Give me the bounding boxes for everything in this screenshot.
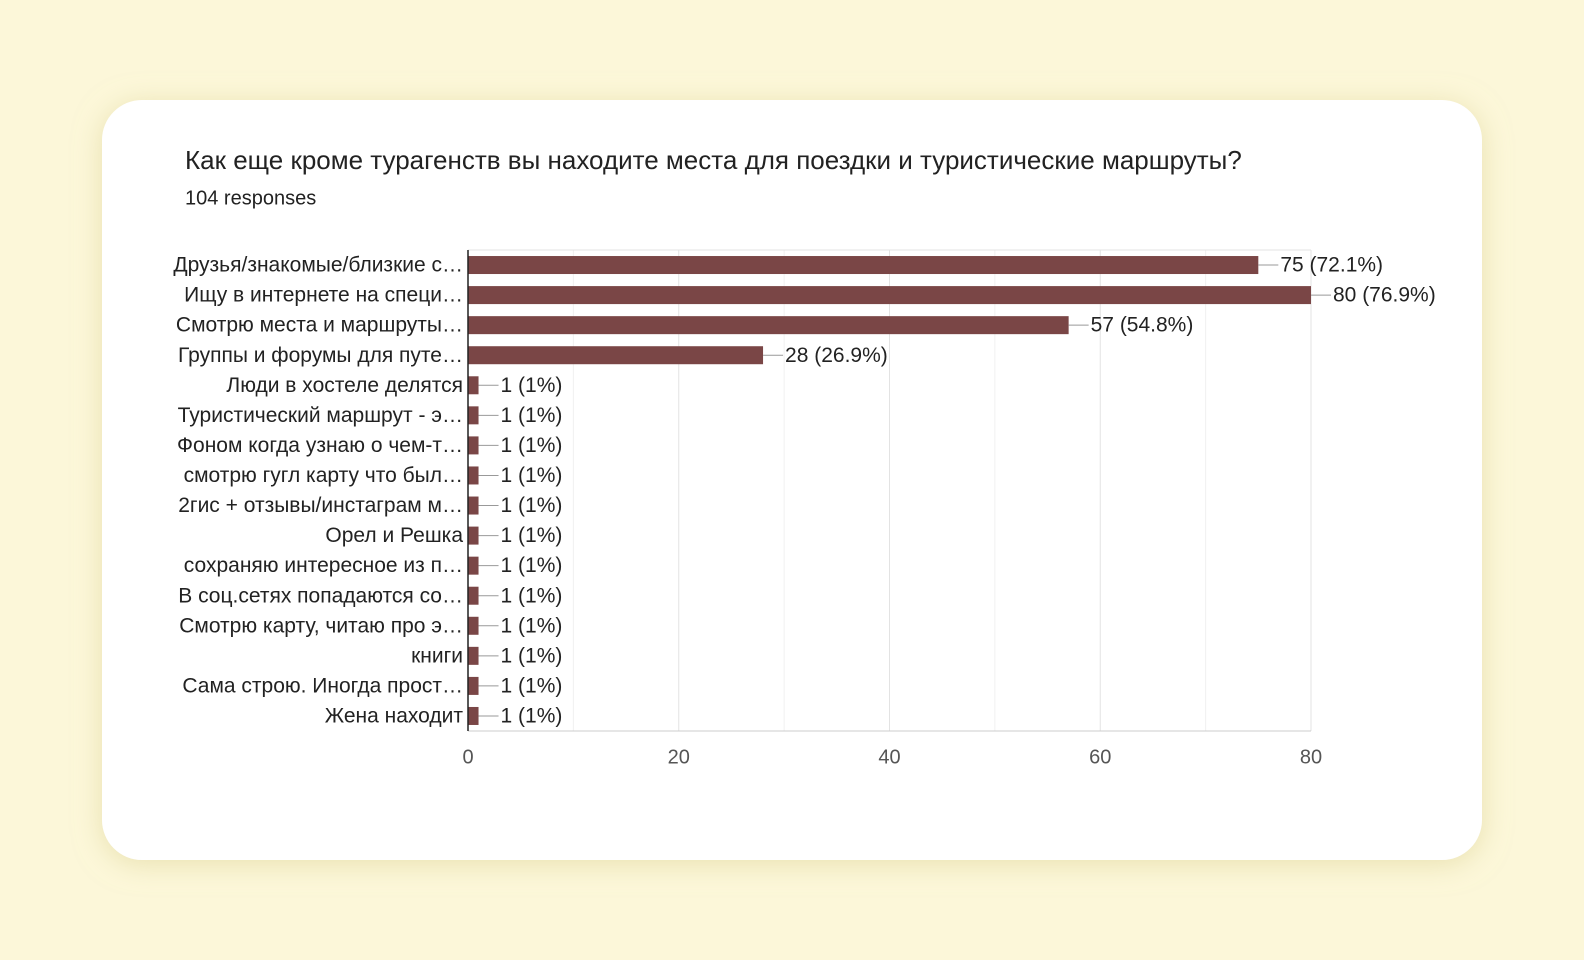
y-tick-label: Жена находит [325,705,464,728]
value-label: 1 (1%) [501,554,563,577]
value-label: 57 (54.8%) [1091,314,1194,337]
bar [468,436,479,455]
y-tick-label: книги [411,644,463,667]
x-tick-label: 0 [462,746,473,768]
bar [468,616,479,635]
bar [468,526,479,545]
y-tick-label: Туристический маршрут - э… [178,404,463,427]
y-tick-label: Фоном когда узнаю о чем-т… [177,434,463,457]
value-label: 1 (1%) [501,494,563,517]
value-label: 1 (1%) [501,434,563,457]
y-tick-label: смотрю гугл карту что был… [184,464,463,487]
bar [468,556,479,575]
value-label: 1 (1%) [501,644,563,667]
bar [468,466,479,485]
bar [468,646,479,665]
x-tick-label: 60 [1089,746,1111,768]
value-label: 1 (1%) [501,614,563,637]
y-tick-label: Смотрю карту, читаю про э… [179,614,463,637]
y-tick-label: Люди в хостеле делятся [226,374,463,397]
x-tick-label: 40 [878,746,900,768]
y-tick-label: Ищу в интернете на специ… [184,284,463,307]
x-tick-label: 20 [668,746,690,768]
chart-title: Как еще кроме турагенств вы находите мес… [185,145,1242,175]
bar [468,346,764,365]
y-tick-label: Смотрю места и маршруты… [176,314,463,337]
value-label: 1 (1%) [501,464,563,487]
y-tick-label: сохраняю интересное из п… [184,554,463,577]
value-label: 1 (1%) [501,524,563,547]
bar [468,376,479,395]
value-label: 28 (26.9%) [785,344,888,367]
bar [468,706,479,725]
value-label: 1 (1%) [501,674,563,697]
value-label: 1 (1%) [501,584,563,607]
y-tick-label: В соц.сетях попадаются со… [178,584,463,607]
value-label: 1 (1%) [501,374,563,397]
chart-subtitle: 104 responses [185,187,316,209]
bar [468,286,1311,305]
bar [468,256,1259,275]
x-tick-label: 80 [1300,746,1322,768]
bar [468,496,479,515]
value-label: 1 (1%) [501,705,563,728]
bar [468,586,479,605]
y-tick-label: Орел и Решка [325,524,463,547]
y-tick-label: Группы и форумы для путе… [178,344,463,367]
bar [468,406,479,425]
bar [468,676,479,695]
value-label: 80 (76.9%) [1333,284,1436,307]
y-tick-label: 2гис + отзывы/инстаграм м… [178,494,463,517]
bar [468,316,1069,335]
value-label: 75 (72.1%) [1280,254,1383,277]
value-label: 1 (1%) [501,404,563,427]
y-tick-label: Сама строю. Иногда прост… [182,674,463,697]
y-tick-label: Друзья/знакомые/близкие с… [173,254,463,277]
